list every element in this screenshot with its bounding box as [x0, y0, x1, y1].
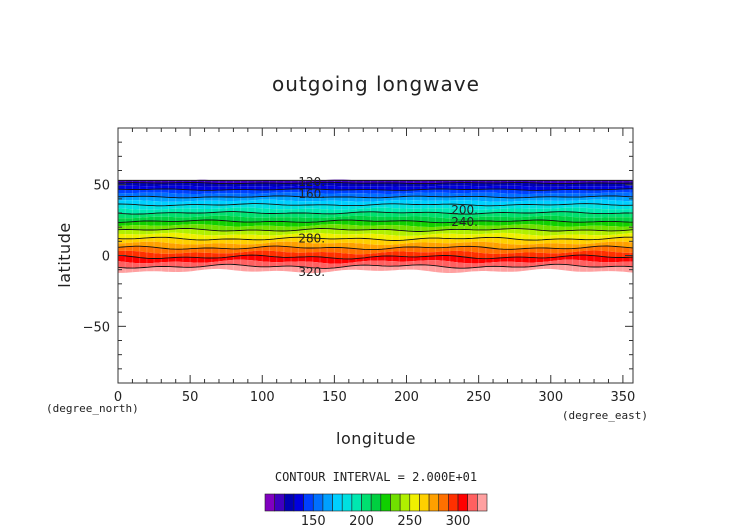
y-unit-label: (degree_north): [46, 402, 139, 415]
colorbar-cell: [351, 493, 362, 512]
colorbar-tick-label: 250: [397, 514, 422, 529]
colorbar-cell: [293, 493, 304, 512]
x-tick-label: 200: [394, 390, 419, 405]
contour-line: [118, 195, 633, 199]
contour-label: 240.: [451, 215, 478, 229]
contour-band: [118, 188, 633, 194]
contour-band: [118, 237, 633, 245]
contour-lines: [118, 179, 633, 269]
y-tick-label: 0: [102, 250, 110, 265]
contour-band: [118, 203, 633, 210]
contour-band: [118, 199, 633, 206]
contour-line: [118, 181, 633, 185]
contour-line: [118, 236, 633, 241]
colorbar-cell: [274, 493, 285, 512]
contour-labels: 120.160. 200.240. 280. 320.: [298, 175, 478, 279]
colorbar-cell: [448, 493, 459, 512]
colorbar-cell: [457, 493, 468, 512]
contour-line: [118, 211, 633, 215]
contour-line: [118, 245, 633, 251]
colorbar-cell: [467, 493, 478, 512]
y-tick-label: −50: [83, 320, 110, 335]
y-axis-label: latitude: [55, 222, 74, 287]
contour-band: [118, 250, 633, 259]
contour-band: [118, 241, 633, 250]
colorbar-cell: [428, 493, 440, 512]
x-axis-label: longitude: [336, 429, 416, 448]
colorbar-cell: [303, 493, 314, 512]
colorbar-cell: [332, 493, 343, 512]
colorbar-cell: [380, 493, 391, 512]
contour-band: [118, 192, 633, 198]
x-tick-label: 100: [250, 390, 275, 405]
contour-label: 320.: [298, 265, 325, 279]
y-tick-label: 50: [93, 179, 110, 194]
contour-label: 120.: [298, 175, 325, 189]
colorbar-cell: [409, 493, 420, 512]
colorbar-tick-label: 200: [349, 514, 374, 529]
contour-band: [118, 232, 633, 241]
colorbar-cell: [284, 493, 295, 512]
colorbar-cell: [370, 493, 382, 512]
contour-band: [118, 211, 633, 219]
y-axis: 50 0 −50: [83, 141, 633, 370]
x-axis: 0 50 100 150 200 250 300 350: [114, 128, 635, 405]
contour-label: 200.: [451, 203, 478, 217]
colorbar-cell: [361, 493, 372, 512]
contour-label: 160.: [298, 187, 325, 201]
contour-line: [118, 263, 633, 269]
x-tick-label: 50: [182, 390, 199, 405]
colorbar-tick-label: 300: [446, 514, 471, 529]
contour-band: [118, 185, 633, 191]
x-unit-label: (degree_east): [562, 409, 648, 422]
x-tick-label: 300: [538, 390, 563, 405]
colorbar-cell: [438, 493, 449, 512]
contour-label: 280.: [298, 232, 325, 246]
colorbar-cell: [264, 493, 275, 512]
colorbar-cell: [322, 493, 333, 512]
x-tick-label: 250: [466, 390, 491, 405]
colorbar-tick-label: 150: [301, 514, 326, 529]
x-tick-label: 350: [610, 390, 635, 405]
contour-line: [118, 219, 633, 224]
colorbar-cell: [312, 493, 324, 512]
colorbar-cell: [419, 493, 430, 512]
x-tick-label: 150: [322, 390, 347, 405]
contour-fills: [118, 179, 633, 274]
contour-line: [118, 228, 633, 232]
contour-line: [118, 188, 633, 191]
colorbar-cell: [341, 493, 353, 512]
contour-line: [118, 203, 633, 207]
colorbar-cell: [399, 493, 411, 512]
colorbar-cell: [390, 493, 401, 512]
contour-interval-text: CONTOUR INTERVAL = 2.000E+01: [275, 470, 477, 484]
contour-band: [118, 264, 633, 274]
contour-line: [118, 254, 633, 260]
contour-band: [118, 224, 633, 232]
contour-band: [118, 255, 633, 264]
x-tick-label: 0: [114, 390, 122, 405]
colorbar-cell: [477, 493, 488, 512]
contour-band: [118, 246, 633, 255]
chart-title: outgoing longwave: [272, 72, 480, 96]
colorbar: 150 200 250 300: [264, 493, 488, 529]
